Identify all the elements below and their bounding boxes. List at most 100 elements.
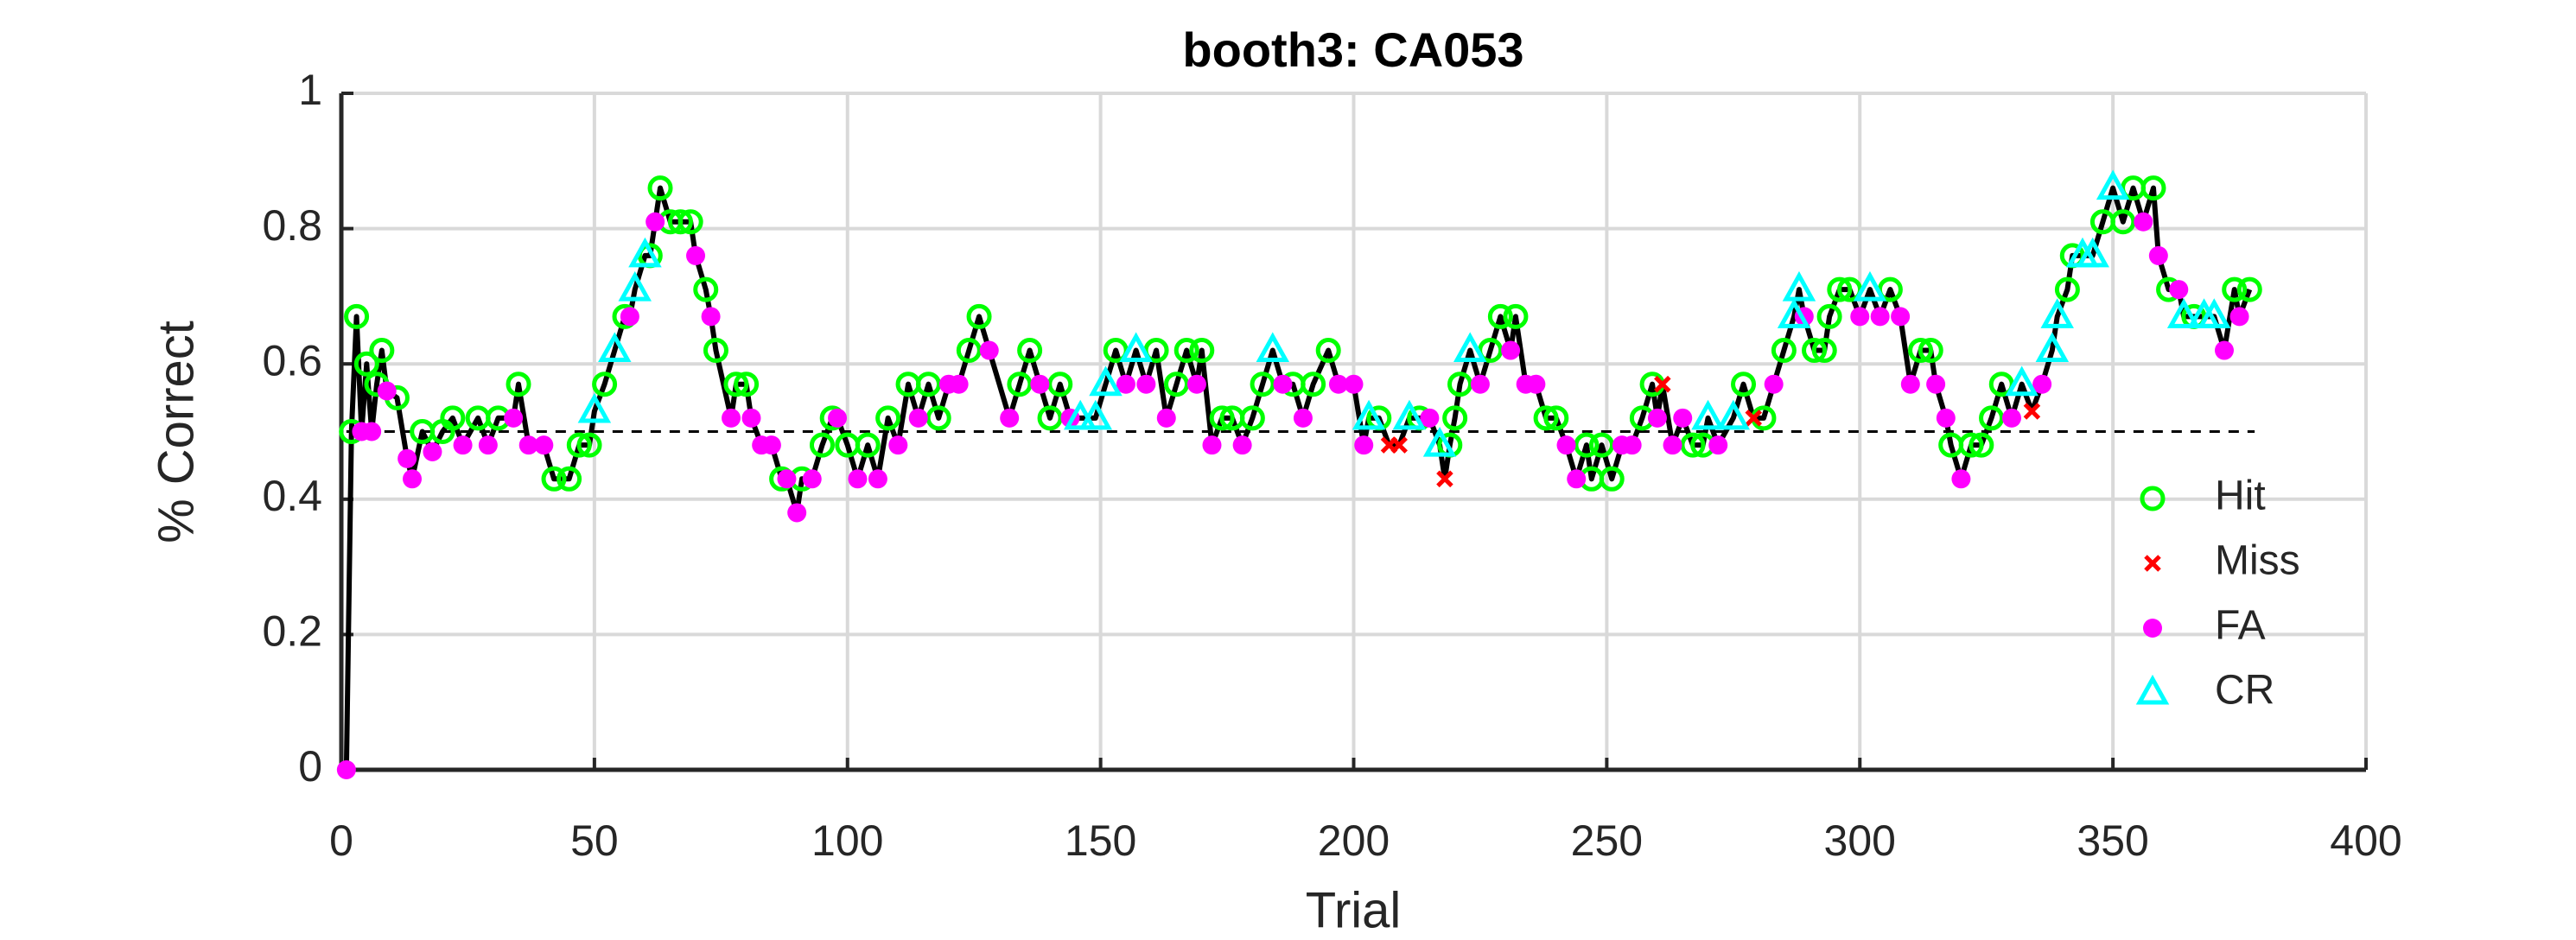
x-tick-label: 300 bbox=[1824, 816, 1896, 865]
data-point bbox=[1501, 340, 1521, 360]
chart-title: booth3: CA053 bbox=[1182, 22, 1523, 77]
data-point bbox=[1189, 338, 1215, 364]
data-point bbox=[1574, 432, 1600, 458]
data-point bbox=[761, 435, 781, 455]
data-point bbox=[1030, 374, 1050, 394]
data-point bbox=[2229, 307, 2249, 327]
data-point bbox=[2005, 365, 2039, 397]
x-tick-label: 250 bbox=[1571, 816, 1643, 865]
data-point bbox=[1622, 435, 1642, 455]
data-point bbox=[1301, 372, 1326, 397]
data-point bbox=[1853, 270, 1887, 302]
data-point bbox=[1017, 338, 1043, 364]
legend-marker bbox=[2144, 555, 2161, 572]
data-point bbox=[1089, 365, 1123, 397]
data-point bbox=[1802, 338, 1828, 364]
data-point bbox=[369, 338, 395, 364]
data-point bbox=[646, 212, 665, 232]
data-point bbox=[802, 469, 822, 489]
data-point bbox=[1422, 427, 1457, 457]
data-point bbox=[1918, 338, 1943, 364]
data-point bbox=[2140, 175, 2166, 201]
data-point bbox=[855, 432, 881, 458]
legend-marker bbox=[2140, 486, 2166, 511]
data-point bbox=[949, 374, 969, 394]
data-point bbox=[1390, 436, 1408, 454]
data-point bbox=[478, 435, 498, 455]
legend-label: Miss bbox=[2215, 538, 2300, 584]
data-point bbox=[1047, 372, 1073, 397]
x-axis-label: Trial bbox=[1306, 882, 1402, 938]
data-point bbox=[1870, 307, 1890, 327]
data-point bbox=[1328, 374, 1348, 394]
y-tick-label: 0.4 bbox=[262, 472, 322, 520]
legend-marker bbox=[2135, 674, 2170, 705]
data-point bbox=[566, 432, 592, 458]
data-point bbox=[1436, 470, 1453, 488]
data-point bbox=[1453, 332, 1487, 363]
data-point bbox=[875, 405, 901, 431]
data-point bbox=[1543, 405, 1569, 431]
data-point bbox=[2035, 332, 2070, 363]
data-point bbox=[1777, 298, 1811, 328]
data-point bbox=[1556, 435, 1576, 455]
data-point bbox=[888, 435, 908, 455]
data-point bbox=[592, 372, 618, 397]
data-point bbox=[1708, 435, 1728, 455]
data-point bbox=[398, 448, 417, 468]
data-point bbox=[1951, 469, 1971, 489]
data-point bbox=[1680, 432, 1706, 458]
data-point bbox=[828, 408, 848, 428]
data-point bbox=[1533, 405, 1559, 431]
data-point bbox=[2001, 408, 2021, 428]
data-point bbox=[1273, 374, 1293, 394]
y-tick-label: 0.2 bbox=[262, 607, 322, 656]
legend-label: FA bbox=[2215, 603, 2266, 649]
data-point bbox=[1771, 338, 1797, 364]
legend-label: CR bbox=[2215, 668, 2274, 714]
data-point bbox=[2076, 237, 2109, 268]
data-point bbox=[1136, 374, 1156, 394]
data-point bbox=[1599, 466, 1625, 492]
data-point bbox=[423, 441, 442, 461]
data-point bbox=[868, 469, 887, 489]
data-point bbox=[628, 237, 662, 268]
data-point bbox=[1156, 408, 1176, 428]
data-point bbox=[541, 466, 567, 492]
data-point bbox=[353, 351, 379, 377]
data-point bbox=[534, 435, 554, 455]
data-point bbox=[2222, 276, 2248, 302]
data-point bbox=[809, 432, 835, 458]
data-point bbox=[362, 422, 382, 441]
data-point bbox=[1926, 374, 1946, 394]
data-point bbox=[1344, 374, 1364, 394]
y-tick-label: 0.6 bbox=[262, 336, 322, 384]
data-point bbox=[1908, 338, 1934, 364]
data-point bbox=[848, 469, 868, 489]
data-point bbox=[979, 340, 999, 360]
data-point bbox=[693, 276, 719, 302]
data-point bbox=[734, 372, 760, 397]
legend-marker bbox=[2143, 619, 2162, 638]
data-point bbox=[1315, 338, 1341, 364]
data-point bbox=[504, 408, 524, 428]
data-point bbox=[1174, 338, 1199, 364]
x-tick-label: 50 bbox=[570, 816, 619, 865]
data-point bbox=[741, 408, 761, 428]
data-point bbox=[1232, 435, 1252, 455]
data-point bbox=[667, 209, 693, 235]
data-point bbox=[1827, 276, 1853, 302]
data-point bbox=[647, 175, 673, 201]
data-point bbox=[336, 760, 356, 779]
data-point bbox=[1470, 374, 1490, 394]
data-point bbox=[908, 408, 928, 428]
data-point bbox=[722, 408, 741, 428]
data-point bbox=[925, 405, 951, 431]
data-point bbox=[1007, 372, 1033, 397]
y-tick-label: 1 bbox=[298, 66, 322, 114]
data-point bbox=[1116, 374, 1135, 394]
data-point bbox=[2148, 245, 2168, 265]
data-point bbox=[2032, 374, 2052, 394]
data-point bbox=[1811, 338, 1837, 364]
data-point bbox=[377, 381, 397, 401]
